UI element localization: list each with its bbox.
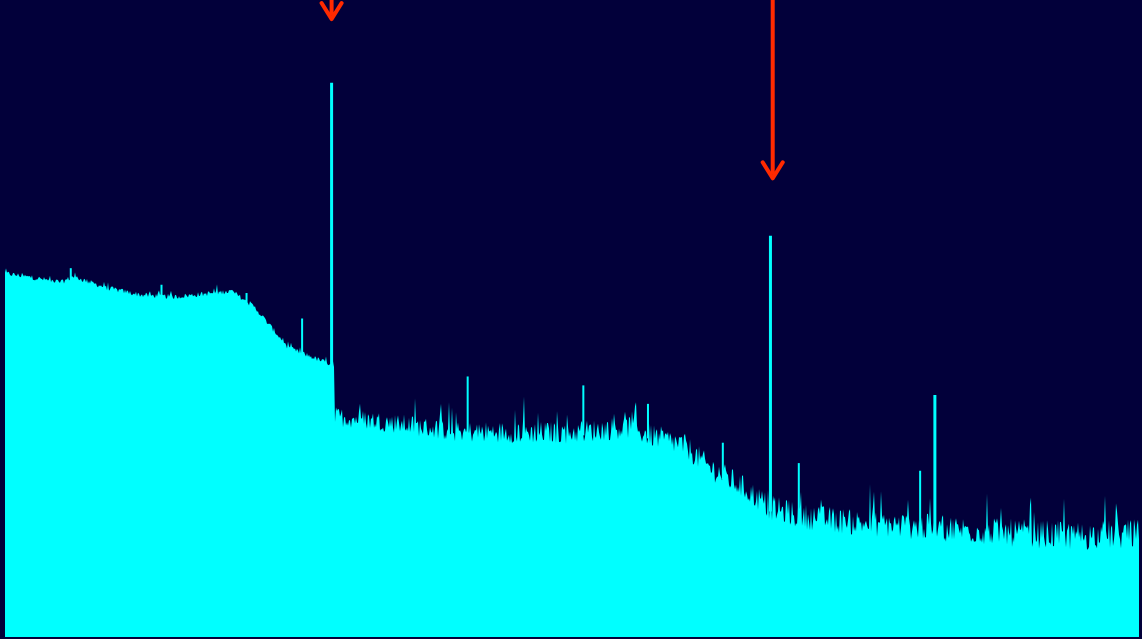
spectrum-chart <box>0 0 1142 639</box>
